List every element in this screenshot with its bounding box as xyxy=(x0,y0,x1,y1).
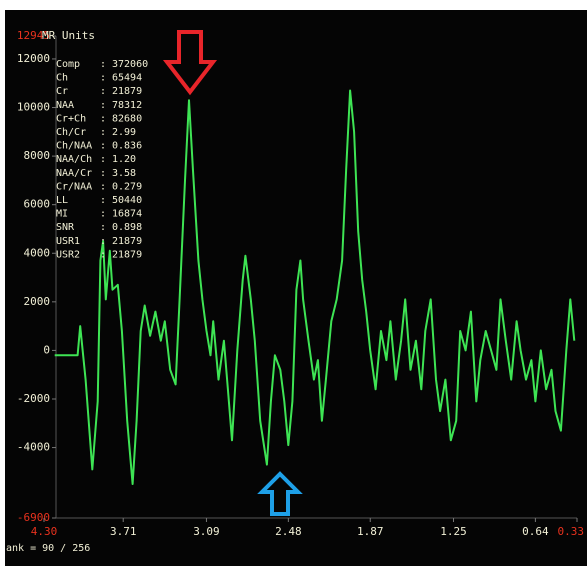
y-tick-label: 12000 xyxy=(17,52,50,65)
metric-label: NAA/Ch xyxy=(56,154,92,165)
metric-separator: : xyxy=(100,100,106,111)
metric-separator: : xyxy=(100,222,106,233)
metric-separator: : xyxy=(100,209,106,220)
metric-label: NAA/Cr xyxy=(56,168,92,179)
y-tick-label: -4000 xyxy=(17,441,50,454)
x-tick-label: 1.25 xyxy=(440,525,467,538)
y-tick-label: 8000 xyxy=(24,149,51,162)
metric-value: 0.898 xyxy=(112,222,142,233)
y-tick-label: 10000 xyxy=(17,101,50,114)
metric-value: 3.58 xyxy=(112,168,136,179)
metric-value: 372060 xyxy=(112,59,148,70)
metric-separator: : xyxy=(100,127,106,138)
y-tick-label: -2000 xyxy=(17,392,50,405)
metric-separator: : xyxy=(100,236,106,247)
metric-value: 65494 xyxy=(112,73,142,84)
metric-label: USR1 xyxy=(56,236,80,247)
x-tick-label: 1.87 xyxy=(357,525,384,538)
metric-value: 78312 xyxy=(112,100,142,111)
y-tick-label: 0 xyxy=(43,343,50,356)
metric-separator: : xyxy=(100,168,106,179)
metric-separator: : xyxy=(100,73,106,84)
x-tick-label: 0.33 xyxy=(558,525,585,538)
metric-label: Cr/NAA xyxy=(56,181,92,192)
metric-value: 50440 xyxy=(112,195,142,206)
metric-separator: : xyxy=(100,141,106,152)
footer-text: ank = 90 / 256 xyxy=(6,543,90,554)
metric-value: 16874 xyxy=(112,209,142,220)
x-tick-label: 3.09 xyxy=(193,525,220,538)
x-tick-label: 2.48 xyxy=(275,525,302,538)
metric-label: USR2 xyxy=(56,249,80,260)
metric-label: Comp xyxy=(56,59,80,70)
metric-label: NAA xyxy=(56,100,74,111)
y-tick-label: 6000 xyxy=(24,198,51,211)
metric-label: LL xyxy=(56,195,68,206)
metric-value: 21879 xyxy=(112,249,142,260)
metric-value: 2.99 xyxy=(112,127,136,138)
metric-label: Ch/NAA xyxy=(56,141,92,152)
y-tick-label: -6900 xyxy=(17,511,50,524)
y-axis-label: MR Units xyxy=(42,29,95,42)
metric-value: 21879 xyxy=(112,236,142,247)
metric-label: Ch xyxy=(56,73,68,84)
metric-label: Cr+Ch xyxy=(56,113,86,124)
chart: -6900 -4000 -2000 0 2000 4000 6000 8000 10000 120… xyxy=(0,0,587,566)
metric-separator: : xyxy=(100,59,106,70)
metric-separator: : xyxy=(100,195,106,206)
metric-value: 82680 xyxy=(112,113,142,124)
metric-label: Ch/Cr xyxy=(56,127,86,138)
metric-separator: : xyxy=(100,181,106,192)
metric-label: Cr xyxy=(56,86,68,97)
x-tick-label: 3.71 xyxy=(110,525,137,538)
metric-label: MI xyxy=(56,209,68,220)
metric-value: 0.279 xyxy=(112,181,142,192)
metric-separator: : xyxy=(100,86,106,97)
metric-separator: : xyxy=(100,113,106,124)
metric-value: 21879 xyxy=(112,86,142,97)
page: {"chart_data": { "type": "line", "y_labe… xyxy=(0,0,587,566)
y-tick-label: 2000 xyxy=(24,295,51,308)
metric-value: 1.20 xyxy=(112,154,136,165)
y-tick-label: 4000 xyxy=(24,246,51,259)
x-tick-label: 0.64 xyxy=(522,525,549,538)
metric-value: 0.836 xyxy=(112,141,142,152)
metric-label: SNR xyxy=(56,222,75,233)
metric-separator: : xyxy=(100,249,106,260)
x-tick-label: 4.30 xyxy=(31,525,58,538)
metric-separator: : xyxy=(100,154,106,165)
